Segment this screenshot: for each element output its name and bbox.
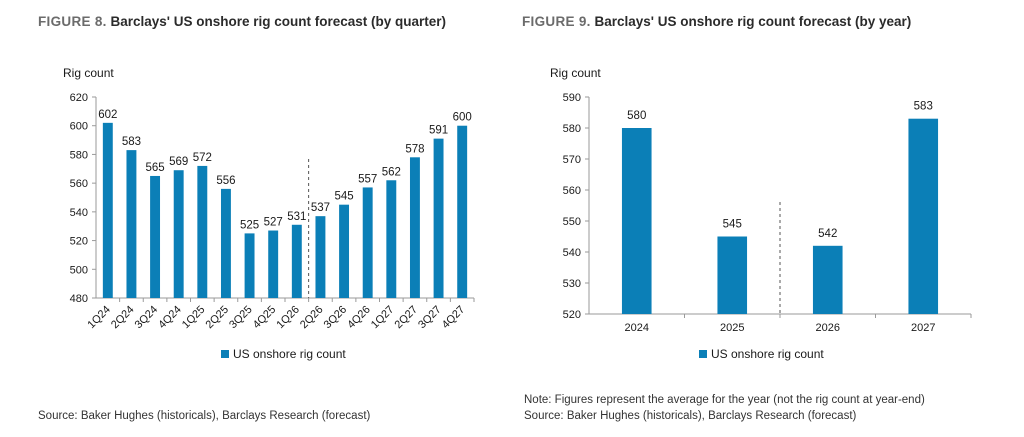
- figure9-note: Note: Figures represent the average for …: [524, 394, 925, 406]
- data-label: 569: [169, 156, 188, 168]
- figure8-source: Source: Baker Hughes (historicals), Barc…: [38, 410, 371, 422]
- data-label: 600: [453, 112, 472, 124]
- y-tick-label: 590: [563, 92, 581, 104]
- y-tick-label: 550: [563, 216, 581, 228]
- legend-swatch: [221, 350, 229, 358]
- x-tick-label: 3Q26: [322, 304, 350, 332]
- y-tick-label: 600: [70, 121, 88, 133]
- y-tick-label: 580: [70, 149, 88, 161]
- bar: [812, 245, 843, 314]
- bar: [268, 230, 279, 298]
- data-label: 545: [334, 191, 353, 203]
- y-tick-label: 530: [563, 278, 581, 290]
- bar: [339, 204, 350, 298]
- x-tick-label: 3Q27: [416, 304, 444, 332]
- legend-label: US onshore rig count: [711, 347, 824, 361]
- data-label: 580: [627, 110, 646, 122]
- figure9-source: Source: Baker Hughes (historicals), Barc…: [524, 410, 857, 422]
- figure9-number: FIGURE 9.: [522, 14, 591, 29]
- data-label: 562: [382, 166, 401, 178]
- figure9-title: FIGURE 9. Barclays' US onshore rig count…: [522, 14, 911, 29]
- bar: [173, 170, 184, 298]
- data-label: 578: [405, 143, 424, 155]
- figure8-title: FIGURE 8. Barclays' US onshore rig count…: [38, 14, 446, 29]
- data-label: 537: [311, 202, 330, 214]
- figure8-title-text: Barclays' US onshore rig count forecast …: [110, 14, 447, 29]
- data-label: 583: [914, 101, 933, 113]
- y-tick-label: 540: [70, 207, 88, 219]
- data-label: 527: [264, 217, 283, 229]
- bar: [126, 150, 137, 298]
- figure9-title-text: Barclays' US onshore rig count forecast …: [594, 14, 912, 29]
- data-label: 542: [818, 228, 837, 240]
- data-label: 557: [358, 173, 377, 185]
- data-label: 525: [240, 219, 259, 231]
- y-tick-label: 560: [70, 178, 88, 190]
- y-axis-label: Rig count: [63, 66, 114, 80]
- bar: [362, 187, 373, 298]
- y-tick-label: 540: [563, 247, 581, 259]
- x-tick-label: 1Q26: [274, 304, 302, 332]
- x-tick-label: 4Q25: [251, 304, 279, 332]
- bar: [197, 165, 208, 298]
- data-label: 545: [723, 219, 742, 231]
- x-tick-label: 2Q24: [109, 304, 137, 332]
- bar: [102, 122, 113, 298]
- bar: [908, 118, 939, 314]
- y-tick-label: 520: [70, 236, 88, 248]
- bar: [386, 180, 397, 298]
- data-label: 565: [145, 162, 164, 174]
- x-tick-label: 2026: [816, 322, 840, 334]
- x-tick-label: 4Q27: [440, 304, 468, 332]
- figure8-number: FIGURE 8.: [38, 14, 107, 29]
- bar: [150, 175, 161, 298]
- x-tick-label: 1Q27: [369, 304, 397, 332]
- bar: [220, 188, 231, 298]
- x-tick-label: 4Q24: [156, 304, 184, 332]
- x-tick-label: 2027: [911, 322, 935, 334]
- x-tick-label: 2Q27: [393, 304, 421, 332]
- data-label: 602: [98, 109, 117, 121]
- legend-swatch: [699, 350, 707, 358]
- y-tick-label: 520: [563, 309, 581, 321]
- x-tick-label: 2024: [625, 322, 649, 334]
- x-tick-label: 1Q25: [180, 304, 208, 332]
- bar: [244, 233, 255, 298]
- x-tick-label: 4Q26: [345, 304, 373, 332]
- y-tick-label: 500: [70, 264, 88, 276]
- figure8-chart: Rig count 480 500 520 540 560 580 600 620 602 1Q24…: [63, 66, 475, 361]
- y-tick-label: 580: [563, 123, 581, 135]
- data-label: 556: [216, 175, 235, 187]
- bar: [409, 157, 420, 298]
- y-tick-label: 560: [563, 185, 581, 197]
- y-tick-label: 620: [70, 92, 88, 104]
- data-label: 531: [287, 211, 306, 223]
- x-tick-label: 2Q25: [204, 304, 232, 332]
- data-label: 572: [193, 152, 212, 164]
- bar: [457, 125, 468, 298]
- data-label: 591: [429, 125, 448, 137]
- x-tick-label: 2025: [720, 322, 744, 334]
- bar: [621, 128, 652, 314]
- bar: [291, 224, 302, 298]
- x-tick-label: 3Q24: [133, 304, 161, 332]
- y-tick-label: 570: [563, 154, 581, 166]
- y-tick-label: 480: [70, 293, 88, 305]
- data-label: 583: [122, 136, 141, 148]
- y-axis-label: Rig count: [550, 66, 601, 80]
- bar: [315, 216, 326, 298]
- x-tick-label: 3Q25: [227, 304, 255, 332]
- figure9-chart: Rig count 520 530 540 550 560 570 580 590 580 2024…: [550, 66, 972, 361]
- legend-label: US onshore rig count: [233, 347, 346, 361]
- bar: [433, 138, 444, 298]
- bar: [717, 236, 748, 314]
- x-tick-label: 1Q24: [85, 304, 113, 332]
- x-tick-label: 2Q26: [298, 304, 326, 332]
